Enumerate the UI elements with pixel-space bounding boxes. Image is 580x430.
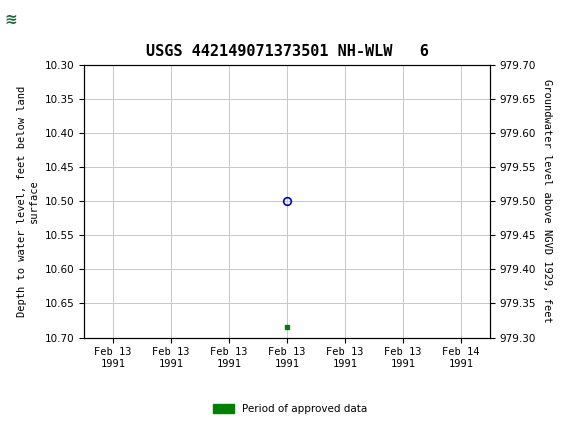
Title: USGS 442149071373501 NH-WLW   6: USGS 442149071373501 NH-WLW 6 [146, 44, 429, 59]
Y-axis label: Depth to water level, feet below land
surface: Depth to water level, feet below land su… [17, 86, 39, 316]
Y-axis label: Groundwater level above NGVD 1929, feet: Groundwater level above NGVD 1929, feet [542, 79, 552, 323]
Text: USGS: USGS [58, 10, 113, 28]
Bar [3, 3, 52, 37]
Text: ≋: ≋ [5, 12, 17, 27]
Legend: Period of approved data: Period of approved data [209, 400, 371, 418]
